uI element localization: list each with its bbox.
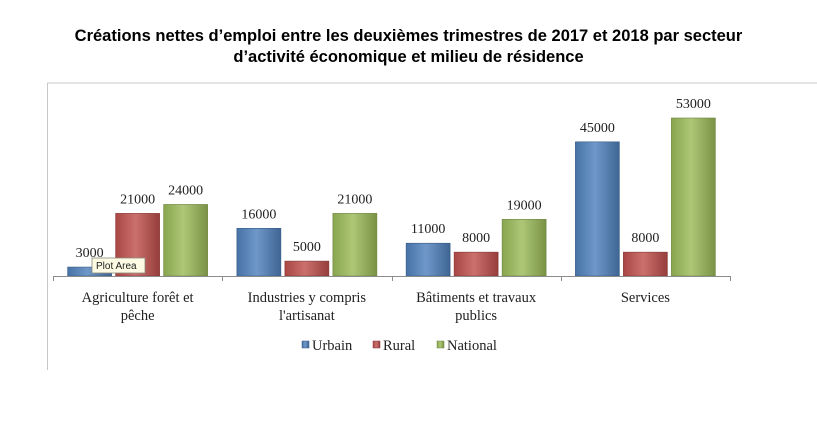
plot-area-tooltip-box — [91, 257, 146, 274]
category-label-0-1: pêche — [121, 308, 155, 324]
category-label-1-1: l'artisanat — [279, 308, 335, 324]
data-label-national-1: 21000 — [337, 192, 372, 207]
legend-label-rural: Rural — [383, 338, 415, 354]
category-label-2-1: publics — [455, 308, 497, 324]
bar-national-0 — [163, 204, 208, 277]
bar-national-2 — [501, 219, 547, 277]
data-label-urbain-1: 16000 — [241, 207, 276, 222]
data-label-rural-1: 5000 — [293, 240, 321, 255]
chart-title-line-1: Créations nettes d’emploi entre les deux… — [74, 27, 743, 45]
data-label-urbain-3: 45000 — [580, 121, 615, 136]
bar-national-1 — [332, 213, 378, 277]
legend-label-national: National — [447, 338, 497, 354]
data-label-rural-3: 8000 — [631, 231, 659, 246]
plot-area-tooltip: Plot Area — [96, 261, 137, 272]
data-label-rural-2: 8000 — [462, 231, 490, 246]
category-label-2-0: Bâtiments et travaux — [416, 290, 537, 306]
category-label-0-0: Agriculture forêt et — [82, 290, 194, 306]
bar-rural-1 — [284, 260, 330, 277]
data-label-national-3: 53000 — [676, 97, 711, 112]
bar-national-3 — [671, 117, 716, 277]
data-label-national-2: 19000 — [507, 198, 542, 213]
legend-label-urbain: Urbain — [312, 338, 353, 354]
category-label-3-0: Services — [621, 290, 670, 306]
bar-rural-2 — [453, 251, 499, 277]
legend-swatch-rural — [372, 340, 381, 349]
legend-swatch-urbain — [301, 340, 310, 349]
bar-urbain-2 — [405, 242, 451, 277]
category-label-1-0: Industries y compris — [248, 290, 367, 306]
data-label-national-0: 24000 — [168, 183, 203, 198]
data-label-urbain-0: 3000 — [76, 246, 104, 261]
chart-title-line-2: d’activité économique et milieu de résid… — [233, 48, 584, 66]
chart-title: Créations nettes d’emploi entre les deux… — [0, 26, 817, 68]
data-label-rural-0: 21000 — [120, 192, 155, 207]
legend-swatch-national — [436, 340, 445, 349]
data-label-urbain-2: 11000 — [411, 222, 445, 237]
bar-urbain-3 — [575, 141, 620, 277]
bar-rural-3 — [623, 251, 668, 277]
bar-urbain-1 — [236, 228, 282, 277]
